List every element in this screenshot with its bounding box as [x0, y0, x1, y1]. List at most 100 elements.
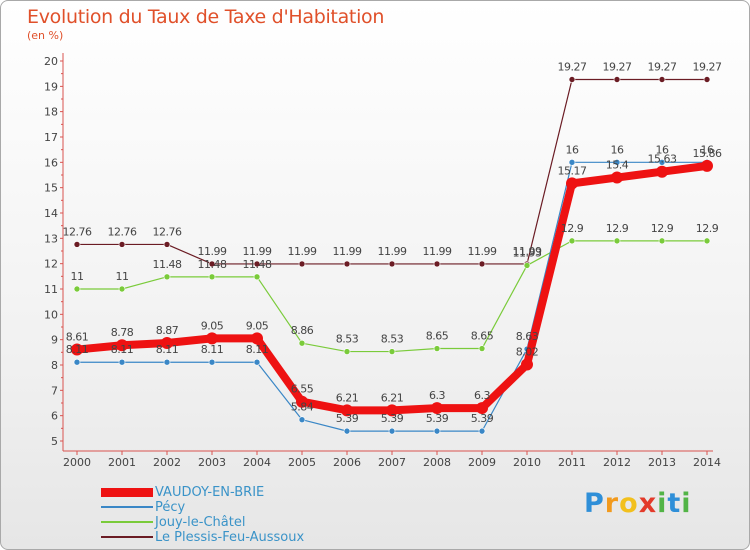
data-label-le-plessis-feu-aussoux: 12.76 [63, 225, 92, 238]
data-label-le-plessis-feu-aussoux: 11.99 [378, 245, 407, 258]
data-label-le-plessis-feu-aussoux: 11.99 [468, 245, 497, 258]
data-point-vaudoy-en-brie [656, 165, 668, 178]
y-tick-label: 6 [51, 410, 58, 423]
y-tick-label: 9 [51, 334, 58, 347]
data-label-vaudoy-en-brie: 6.21 [336, 391, 359, 404]
data-point-le-plessis-feu-aussoux [298, 260, 306, 268]
data-label-pecy: 16 [656, 143, 669, 156]
data-label-pecy: 8.11 [246, 343, 269, 356]
data-point-jouy-le-chatel [388, 348, 396, 355]
y-tick-label: 16 [44, 156, 58, 169]
data-label-le-plessis-feu-aussoux: 12.76 [108, 225, 137, 238]
data-label-jouy-le-chatel: 8.65 [471, 330, 494, 343]
data-point-jouy-le-chatel [208, 273, 216, 281]
data-point-vaudoy-en-brie [431, 402, 443, 415]
data-point-pecy [613, 159, 621, 166]
data-point-vaudoy-en-brie [521, 358, 533, 371]
data-point-vaudoy-en-brie [206, 332, 218, 345]
data-point-jouy-le-chatel [568, 237, 576, 245]
data-point-vaudoy-en-brie [386, 404, 398, 417]
data-point-vaudoy-en-brie [161, 336, 173, 349]
data-point-le-plessis-feu-aussoux [658, 76, 666, 83]
x-tick-label: 2005 [288, 456, 316, 469]
data-point-le-plessis-feu-aussoux [343, 260, 351, 268]
data-point-pecy [163, 358, 171, 366]
data-label-vaudoy-en-brie: 9.05 [246, 319, 269, 332]
data-point-jouy-le-chatel [478, 345, 486, 352]
data-point-vaudoy-en-brie [701, 159, 713, 172]
x-tick-label: 2013 [648, 456, 676, 469]
series-line-vaudoy-en-brie [73, 161, 711, 415]
data-point-pecy [658, 159, 666, 166]
data-point-jouy-le-chatel [343, 348, 351, 355]
data-label-jouy-le-chatel: 11.48 [153, 258, 182, 271]
x-tick-label: 2010 [513, 456, 541, 469]
data-point-jouy-le-chatel [163, 273, 171, 281]
data-point-pecy [568, 159, 576, 166]
data-point-vaudoy-en-brie [611, 171, 623, 184]
data-point-le-plessis-feu-aussoux [73, 241, 81, 248]
data-point-le-plessis-feu-aussoux [388, 260, 396, 268]
y-tick-label: 15 [44, 182, 58, 195]
data-point-vaudoy-en-brie [116, 339, 128, 352]
data-label-jouy-le-chatel: 11.48 [198, 258, 227, 271]
data-point-le-plessis-feu-aussoux [568, 76, 576, 83]
legend-swatch [101, 487, 153, 497]
data-label-pecy: 16 [566, 143, 579, 156]
logo-letter: P [584, 488, 605, 519]
data-label-pecy: 8.11 [201, 343, 224, 356]
legend-label: VAUDOY-EN-BRIE [155, 485, 265, 500]
x-tick-label: 2014 [693, 456, 721, 469]
logo-letter: t [667, 488, 682, 519]
data-label-pecy: 8.11 [111, 343, 134, 356]
data-point-jouy-le-chatel [613, 237, 621, 245]
data-label-pecy: 8.11 [156, 343, 179, 356]
data-label-jouy-le-chatel: 12.9 [606, 222, 629, 235]
y-tick-label: 11 [44, 283, 58, 296]
data-point-le-plessis-feu-aussoux [118, 241, 126, 248]
x-tick-label: 2011 [558, 456, 586, 469]
data-label-vaudoy-en-brie: 15.63 [648, 153, 677, 166]
data-label-pecy: 8.63 [516, 330, 539, 343]
legend-label: Pécy [155, 500, 186, 515]
data-label-le-plessis-feu-aussoux: 19.27 [693, 60, 722, 73]
legend-swatch [101, 536, 153, 538]
data-label-pecy: 16 [701, 143, 714, 156]
data-point-vaudoy-en-brie [476, 402, 488, 415]
y-tick-label: 7 [51, 384, 58, 397]
chart-title: Evolution du Taux de Taxe d'Habitation [27, 6, 385, 28]
data-label-vaudoy-en-brie: 8.61 [66, 331, 89, 344]
data-label-jouy-le-chatel: 11 [71, 270, 84, 283]
data-label-jouy-le-chatel: 8.65 [426, 330, 449, 343]
data-label-jouy-le-chatel: 11.48 [243, 258, 272, 271]
data-label-le-plessis-feu-aussoux: 19.27 [648, 60, 677, 73]
data-label-jouy-le-chatel: 8.86 [291, 324, 314, 337]
data-point-pecy [388, 427, 396, 435]
data-label-vaudoy-en-brie: 15.86 [693, 147, 722, 160]
x-tick-label: 2009 [468, 456, 496, 469]
data-point-pecy [208, 358, 216, 366]
x-tick-label: 2002 [153, 456, 181, 469]
logo-letter: r [604, 488, 620, 519]
data-label-vaudoy-en-brie: 6.55 [291, 383, 314, 396]
data-label-pecy: 16 [611, 143, 624, 156]
data-label-jouy-le-chatel: 11 [116, 270, 129, 283]
y-tick-label: 20 [44, 55, 58, 68]
data-point-jouy-le-chatel [298, 339, 306, 347]
logo-letter: i [657, 488, 668, 519]
data-label-jouy-le-chatel: 12.9 [561, 222, 584, 235]
data-label-pecy: 5.39 [381, 412, 404, 425]
data-label-vaudoy-en-brie: 6.3 [474, 389, 490, 402]
data-label-le-plessis-feu-aussoux: 12.76 [153, 225, 182, 238]
data-point-vaudoy-en-brie [296, 395, 308, 408]
legend-swatch [101, 506, 153, 508]
data-label-pecy: 8.11 [66, 343, 89, 356]
data-label-jouy-le-chatel: 12.9 [696, 222, 719, 235]
chart-unit: (en %) [27, 29, 64, 42]
logo-letter: x [638, 488, 658, 519]
data-point-pecy [343, 427, 351, 435]
data-label-jouy-le-chatel: 8.53 [381, 333, 404, 346]
data-point-pecy [118, 358, 126, 366]
